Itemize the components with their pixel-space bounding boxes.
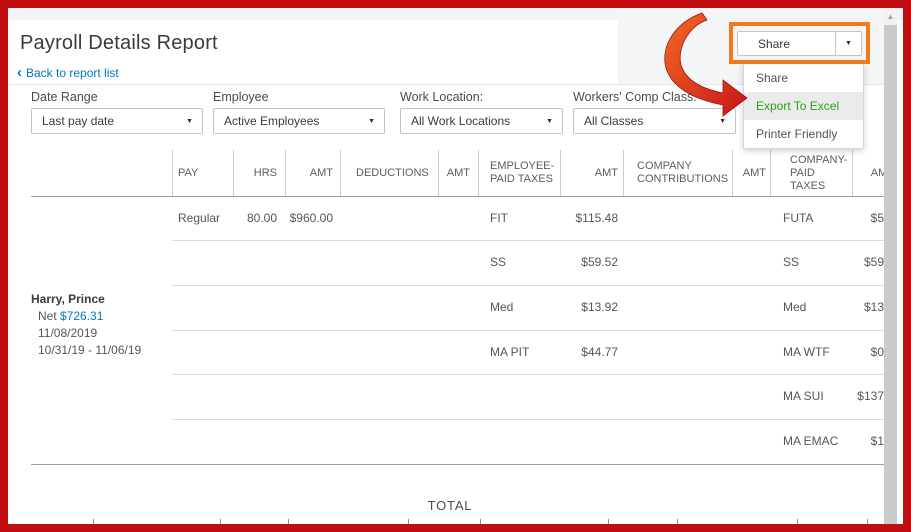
footer-column-tick <box>608 519 609 524</box>
workers-comp-class-value: All Classes <box>584 114 643 128</box>
employee-select[interactable]: Active Employees ▼ <box>213 108 385 134</box>
col-header-amt-employee-taxes: AMT <box>578 150 618 196</box>
col-header-amt-deductions: AMT <box>432 150 470 196</box>
employee-net: Net $726.31 <box>31 308 172 325</box>
header-bottom-border <box>31 196 884 197</box>
column-divider <box>285 150 286 196</box>
footer-column-tick <box>867 519 868 524</box>
workers-comp-class-label: Workers' Comp Class: <box>573 90 697 104</box>
caret-down-icon: ▼ <box>719 118 726 125</box>
col-header-employee-paid-taxes: EMPLOYEE-PAID TAXES <box>490 150 554 196</box>
vertical-scrollbar[interactable]: ▲ <box>884 8 897 524</box>
total-section-border <box>31 464 884 465</box>
column-divider <box>478 150 479 196</box>
row-separator <box>172 419 884 420</box>
work-location-select[interactable]: All Work Locations ▼ <box>400 108 563 134</box>
column-divider <box>172 150 173 196</box>
net-amount[interactable]: $726.31 <box>60 309 103 323</box>
cell-employee-tax-amount: $115.48 <box>558 196 618 240</box>
col-header-amt-contributions: AMT <box>730 150 766 196</box>
employee-value: Active Employees <box>224 114 319 128</box>
cell-pay-amount: $960.00 <box>277 196 333 240</box>
column-divider <box>233 150 234 196</box>
cell-employee-tax: Med <box>490 285 560 329</box>
menu-item-share[interactable]: Share <box>744 64 863 92</box>
footer-column-tick <box>288 519 289 524</box>
work-location-label: Work Location: <box>400 90 483 104</box>
menu-item-export-to-excel[interactable]: Export To Excel <box>744 92 863 120</box>
footer-column-tick <box>677 519 678 524</box>
scrollbar-thumb[interactable] <box>884 25 897 524</box>
work-location-value: All Work Locations <box>411 114 510 128</box>
back-link-label: Back to report list <box>26 66 119 80</box>
share-dropdown-toggle[interactable]: ▼ <box>835 32 861 55</box>
caret-down-icon: ▼ <box>845 40 852 47</box>
cell-employee-tax: SS <box>490 240 560 284</box>
footer-column-tick <box>220 519 221 524</box>
footer-column-tick <box>408 519 409 524</box>
share-button-label: Share <box>738 37 835 51</box>
caret-down-icon: ▼ <box>368 118 375 125</box>
col-header-amt-pay: AMT <box>287 150 333 196</box>
date-range-label: Date Range <box>31 90 98 104</box>
caret-down-icon: ▼ <box>186 118 193 125</box>
employee-name: Harry, Prince <box>31 291 172 308</box>
row-separator <box>172 374 884 375</box>
scroll-up-icon: ▲ <box>887 12 895 21</box>
column-divider <box>770 150 771 196</box>
menu-item-printer-friendly[interactable]: Printer Friendly <box>744 120 863 148</box>
pay-date: 11/08/2019 <box>31 325 172 342</box>
column-divider <box>340 150 341 196</box>
workers-comp-class-select[interactable]: All Classes ▼ <box>573 108 736 134</box>
scroll-up-button[interactable]: ▲ <box>884 8 897 25</box>
col-header-company-paid-taxes: COMPANY-PAID TAXES <box>790 150 852 196</box>
column-divider <box>560 150 561 196</box>
cell-employee-tax: FIT <box>490 196 560 240</box>
back-to-report-list-link[interactable]: ‹ Back to report list <box>17 66 119 80</box>
col-header-hrs: HRS <box>235 150 277 196</box>
footer-column-tick <box>93 519 94 524</box>
chevron-left-icon: ‹ <box>17 67 22 79</box>
employee-label: Employee <box>213 90 269 104</box>
pay-period: 10/31/19 - 11/06/19 <box>31 342 172 359</box>
cell-employee-tax: MA PIT <box>490 330 560 374</box>
total-label: TOTAL <box>380 498 520 513</box>
share-menu: Share Export To Excel Printer Friendly <box>743 63 864 149</box>
report-window: Payroll Details Report ‹ Back to report … <box>0 0 911 532</box>
col-header-deductions: DEDUCTIONS <box>356 150 441 196</box>
cell-hours: 80.00 <box>235 196 277 240</box>
cell-employee-tax-amount: $13.92 <box>558 285 618 329</box>
column-divider <box>623 150 624 196</box>
employee-summary: Harry, Prince Net $726.31 11/08/2019 10/… <box>31 291 172 359</box>
date-range-value: Last pay date <box>42 114 114 128</box>
col-header-pay: PAY <box>178 150 228 196</box>
date-range-select[interactable]: Last pay date ▼ <box>31 108 203 134</box>
cell-employee-tax-amount: $44.77 <box>558 330 618 374</box>
cell-pay-type: Regular <box>178 196 233 240</box>
footer-column-tick <box>797 519 798 524</box>
col-header-company-contributions: COMPANY CONTRIBUTIONS <box>637 150 732 196</box>
footer-column-tick <box>480 519 481 524</box>
cell-employee-tax-amount: $59.52 <box>558 240 618 284</box>
column-divider <box>852 150 853 196</box>
page-title: Payroll Details Report <box>20 32 218 55</box>
caret-down-icon: ▼ <box>546 118 553 125</box>
share-button[interactable]: Share ▼ <box>737 31 862 56</box>
net-label: Net <box>38 309 57 323</box>
